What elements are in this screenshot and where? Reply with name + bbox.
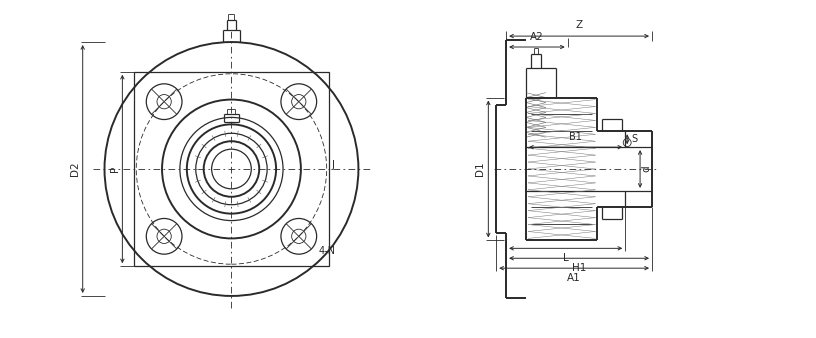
- Text: J: J: [331, 160, 335, 170]
- Text: d: d: [641, 166, 651, 172]
- Text: B1: B1: [570, 132, 582, 142]
- Bar: [135, 72, 329, 266]
- Text: A1: A1: [567, 273, 581, 283]
- Text: D2: D2: [69, 162, 80, 176]
- Text: P: P: [110, 166, 121, 172]
- Text: 4-N: 4-N: [318, 246, 335, 256]
- Text: H1: H1: [572, 263, 586, 273]
- Text: Z: Z: [575, 20, 583, 30]
- Text: D1: D1: [476, 162, 486, 176]
- Text: A2: A2: [530, 32, 543, 42]
- Text: L: L: [563, 253, 569, 263]
- Text: S: S: [631, 134, 637, 144]
